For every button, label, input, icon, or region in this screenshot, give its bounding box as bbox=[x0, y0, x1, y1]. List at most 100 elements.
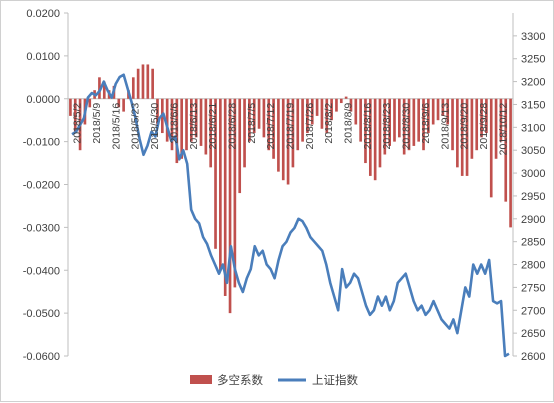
bar bbox=[325, 98, 329, 134]
bar bbox=[209, 98, 213, 168]
bar bbox=[102, 81, 106, 99]
x-tick-label: 2018/6/6 bbox=[168, 103, 180, 144]
bar bbox=[456, 98, 459, 168]
right-tick-label: 3100 bbox=[521, 122, 545, 134]
bar bbox=[228, 98, 232, 314]
legend-swatch-bar bbox=[190, 375, 212, 384]
bar bbox=[407, 98, 411, 151]
bar bbox=[339, 98, 343, 104]
bar bbox=[335, 98, 338, 112]
bar bbox=[281, 98, 285, 181]
bar bbox=[494, 98, 498, 159]
bar bbox=[402, 98, 406, 155]
bar-series-多空系数 bbox=[69, 64, 512, 314]
right-tick-label: 3150 bbox=[521, 99, 545, 111]
x-tick-label: 2018/8/30 bbox=[401, 103, 413, 150]
x-tick-label: 2018/6/13 bbox=[188, 103, 200, 150]
bar bbox=[422, 98, 425, 151]
bar bbox=[291, 98, 295, 168]
bar bbox=[489, 98, 493, 198]
left-tick-label: -0.0500 bbox=[23, 308, 60, 320]
bar bbox=[131, 77, 135, 99]
bar bbox=[480, 98, 483, 138]
x-tick-label: 2018/7/19 bbox=[285, 103, 297, 150]
bar bbox=[470, 98, 474, 159]
legend-label-line: 上证指数 bbox=[312, 373, 358, 387]
bar bbox=[219, 98, 222, 271]
x-tick-label: 2018/10/12 bbox=[497, 103, 509, 156]
x-tick-label: 2018/5/30 bbox=[149, 103, 161, 150]
bar bbox=[301, 98, 304, 142]
right-tick-label: 3050 bbox=[521, 145, 545, 157]
legend: 多空系数 上证指数 bbox=[190, 373, 358, 387]
bar bbox=[451, 98, 454, 151]
bar bbox=[378, 98, 382, 168]
bar bbox=[170, 98, 174, 151]
bar bbox=[431, 98, 435, 125]
x-tick-label: 2018/8/2 bbox=[323, 103, 335, 144]
index-line bbox=[71, 73, 510, 358]
bar bbox=[238, 98, 242, 194]
x-tick-label: 2018/6/21 bbox=[207, 103, 219, 150]
bar bbox=[156, 98, 159, 125]
right-tick-label: 3000 bbox=[521, 168, 545, 180]
x-tick-label: 2018/5/9 bbox=[91, 103, 103, 144]
bar bbox=[69, 98, 72, 116]
x-tick-label: 2018/7/12 bbox=[265, 103, 277, 150]
x-tick-label: 2018/9/13 bbox=[439, 103, 451, 150]
bar bbox=[310, 98, 314, 125]
right-tick-label: 2900 bbox=[521, 214, 545, 226]
bar bbox=[257, 98, 261, 129]
bar bbox=[393, 98, 396, 142]
bar bbox=[194, 98, 198, 138]
bar bbox=[398, 98, 401, 138]
x-tick-label: 2018/7/5 bbox=[246, 103, 258, 144]
bar bbox=[475, 98, 479, 151]
bar bbox=[412, 98, 416, 146]
bar bbox=[485, 98, 488, 134]
left-tick-label: 0.0200 bbox=[26, 8, 60, 20]
right-tick-label: 3300 bbox=[521, 31, 545, 43]
bar bbox=[165, 98, 169, 142]
bar bbox=[122, 98, 125, 112]
x-tick-label: 2018/8/16 bbox=[362, 103, 374, 150]
bar bbox=[199, 98, 203, 146]
right-tick-label: 2800 bbox=[521, 260, 545, 272]
x-tick-label: 2018/9/28 bbox=[478, 103, 490, 150]
bar bbox=[272, 98, 275, 159]
bar bbox=[427, 98, 430, 134]
bar bbox=[349, 98, 353, 112]
bar bbox=[465, 98, 469, 176]
right-tick-label: 2850 bbox=[521, 237, 545, 249]
right-tick-label: 2600 bbox=[521, 351, 545, 363]
bar bbox=[248, 98, 251, 142]
x-tick-label: 2018/5/23 bbox=[130, 103, 142, 150]
left-tick-label: -0.0100 bbox=[23, 137, 60, 149]
bar bbox=[359, 98, 362, 142]
bar bbox=[88, 98, 92, 108]
x-tick-label: 2018/7/26 bbox=[304, 103, 316, 150]
bar bbox=[190, 98, 193, 142]
x-tick-label: 2018/6/28 bbox=[226, 103, 238, 150]
bar bbox=[436, 98, 440, 121]
bar bbox=[73, 98, 77, 134]
bar bbox=[509, 98, 512, 228]
x-tick-label: 2018/8/9 bbox=[343, 103, 355, 144]
bar bbox=[504, 98, 508, 202]
bar bbox=[354, 98, 358, 125]
bar bbox=[185, 98, 188, 151]
bar bbox=[446, 98, 450, 125]
left-tick-label: -0.0300 bbox=[23, 222, 60, 234]
x-tick-label: 2018/5/2 bbox=[72, 103, 84, 144]
bar bbox=[262, 98, 266, 138]
right-tick-label: 2950 bbox=[521, 191, 545, 203]
bar bbox=[151, 68, 154, 99]
bar bbox=[417, 98, 421, 142]
bar bbox=[146, 64, 150, 99]
bar bbox=[243, 98, 246, 168]
bar bbox=[315, 98, 319, 116]
bar bbox=[117, 98, 121, 108]
bar bbox=[344, 96, 348, 99]
